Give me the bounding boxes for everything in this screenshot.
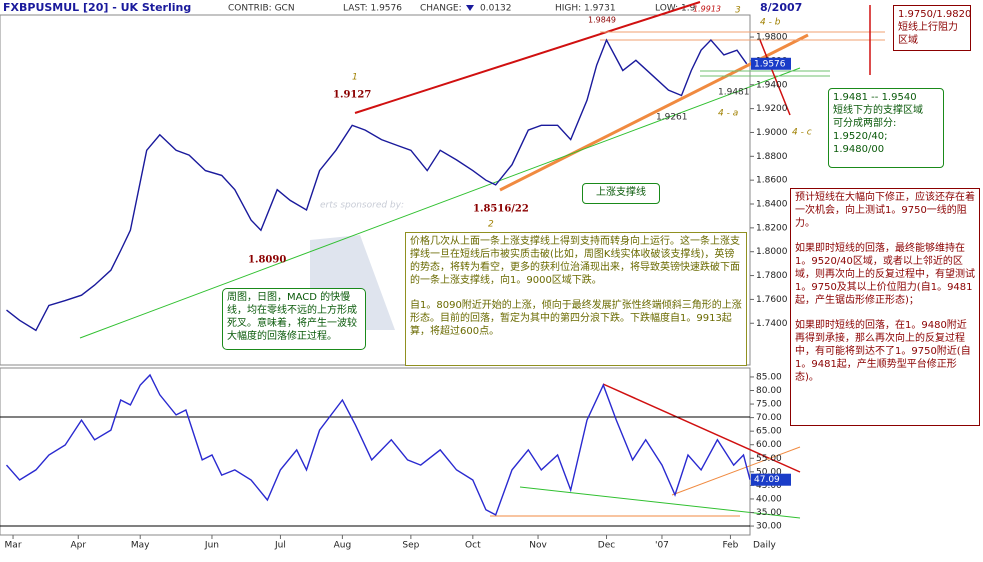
rsi-panel	[0, 367, 751, 536]
note-paragraph: 价格几次从上面一条上涨支撑线上得到支持而转身向上运行。这一条上涨支撑线一旦在短线…	[410, 236, 740, 286]
down-icon	[466, 5, 474, 11]
period-label: Daily	[753, 541, 776, 551]
note-line: 短线上行阻力	[898, 22, 958, 33]
wave-label: 2	[488, 220, 494, 230]
y-tick-label: 45.00	[756, 481, 782, 491]
last-value-label: 47.09	[754, 475, 780, 485]
wave-label: 4 - a	[718, 109, 738, 119]
y-tick-label: 50.00	[756, 467, 782, 477]
x-tick-label: Jun	[204, 541, 219, 551]
last-value-box	[751, 473, 791, 486]
y-tick-label: 40.00	[756, 494, 782, 504]
y-tick-label: 80.00	[756, 386, 782, 396]
note-support: 1.9481 -- 1.9540 短线下方的支撑区域 可分成两部分: 1.952…	[828, 88, 944, 168]
watermark-text: erts sponsored by:	[320, 201, 404, 211]
last: LAST: 1.9576	[343, 4, 402, 14]
note-macd: 周图，日图，MACD 的快慢线，均在零线不远的上方形成死叉。意味着，将产生一波较…	[222, 288, 366, 350]
note-resistance: 1.9750/1.9820 短线上行阻力 区域	[893, 5, 971, 51]
x-tick-label: Mar	[5, 541, 22, 551]
rsi-line	[5, 373, 751, 516]
low: LOW: 1.9	[655, 4, 696, 14]
high: HIGH: 1.9731	[555, 4, 616, 14]
y-tick-label: 55.00	[756, 454, 782, 464]
x-tick-label: '07	[655, 541, 669, 551]
y-tick-label: 75.00	[756, 400, 782, 410]
price-label: 1.9261	[656, 113, 688, 123]
x-tick-label: Sep	[402, 541, 419, 551]
price-label: 1.9913	[693, 5, 721, 14]
y-tick-label: 1.8000	[756, 247, 788, 257]
x-tick-label: Oct	[465, 541, 481, 551]
contrib: CONTRIB: GCN	[228, 4, 295, 14]
price-label: 1.9481	[718, 88, 750, 98]
y-tick-label: 1.7400	[756, 319, 788, 329]
note-line: 短线下方的支撑区域	[833, 105, 923, 116]
rsi-orange	[671, 446, 801, 496]
last-value-label: 1.9576	[754, 59, 786, 69]
y-tick-label: 1.9000	[756, 128, 788, 138]
wave-label: 4 - b	[760, 18, 781, 28]
note-line: 1.9520/40;	[833, 131, 888, 142]
last-value-box	[751, 57, 791, 70]
date: 8/2007	[760, 1, 802, 14]
rsi-resistance	[602, 383, 801, 473]
x-tick-label: Apr	[70, 541, 86, 551]
y-tick-label: 1.9200	[756, 104, 788, 114]
x-tick-label: Aug	[334, 541, 352, 551]
x-tick-label: Dec	[598, 541, 615, 551]
y-tick-label: 1.8400	[756, 200, 788, 210]
y-tick-label: 1.8600	[756, 176, 788, 186]
note-trend: 价格几次从上面一条上涨支撑线上得到支持而转身向上运行。这一条上涨支撑线一旦在短线…	[405, 232, 747, 366]
x-tick-label: May	[131, 541, 150, 551]
change-value: 0.0132	[480, 4, 512, 14]
x-tick-label: Feb	[722, 541, 738, 551]
y-tick-label: 60.00	[756, 440, 782, 450]
x-tick-label: Nov	[529, 541, 547, 551]
wave-label: 3	[735, 6, 741, 16]
x-tick-label: Jul	[274, 541, 286, 551]
y-tick-label: 1.8800	[756, 152, 788, 162]
y-tick-label: 1.8200	[756, 223, 788, 233]
price-label: 1.8090	[248, 255, 286, 266]
note-line: 1.9750/1.9820	[898, 9, 972, 20]
note-paragraph: 如果即时短线的回落，最终能够维持在1。9520/40区域，或者以上邻近的区域，则…	[795, 243, 975, 306]
y-tick-label: 1.7600	[756, 295, 788, 305]
note-paragraph: 自1。8090附近开始的上涨，倾向于最终发展扩张性终端倾斜三角形的上涨形态。目前…	[410, 300, 742, 337]
arrow	[759, 39, 791, 116]
note-support-line: 上涨支撑线	[582, 183, 660, 204]
note-line: 1.9481 -- 1.9540	[833, 92, 917, 103]
y-tick-label: 35.00	[756, 508, 782, 518]
symbol: FXBPUSMUL [20] - UK Sterling	[3, 1, 191, 14]
y-tick-label: 1.9400	[756, 80, 788, 90]
y-tick-label: 1.7800	[756, 271, 788, 281]
y-tick-label: 30.00	[756, 522, 782, 532]
note-line: 可分成两部分:	[833, 118, 897, 129]
note-forecast: 预计短线在大幅向下修正，应该还存在着一次机会，向上测试1。9750一线的阻力。 …	[790, 188, 980, 426]
lower-support-line	[79, 67, 801, 339]
y-tick-label: 70.00	[756, 413, 782, 423]
resistance-line	[354, 1, 701, 114]
change: CHANGE:	[420, 4, 462, 14]
price-label: 1.9127	[333, 90, 371, 101]
price-label: 1.8516/22	[473, 204, 529, 215]
note-paragraph: 如果即时短线的回落，在1。9480附近再得到承接，那么再次向上的反复过程中，有可…	[795, 320, 971, 383]
y-tick-label: 65.00	[756, 427, 782, 437]
note-paragraph: 预计短线在大幅向下修正，应该还存在着一次机会，向上测试1。9750一线的阻力。	[795, 192, 975, 229]
price-label: 1.9849	[588, 16, 616, 25]
y-tick-label: 1.9800	[756, 33, 788, 43]
wave-label: 1	[352, 73, 358, 83]
note-line: 1.9480/00	[833, 144, 885, 155]
note-line: 区域	[898, 35, 918, 46]
wave-label: 4 - c	[792, 128, 812, 138]
price-line	[6, 38, 748, 332]
y-tick-label: 85.00	[756, 372, 782, 382]
